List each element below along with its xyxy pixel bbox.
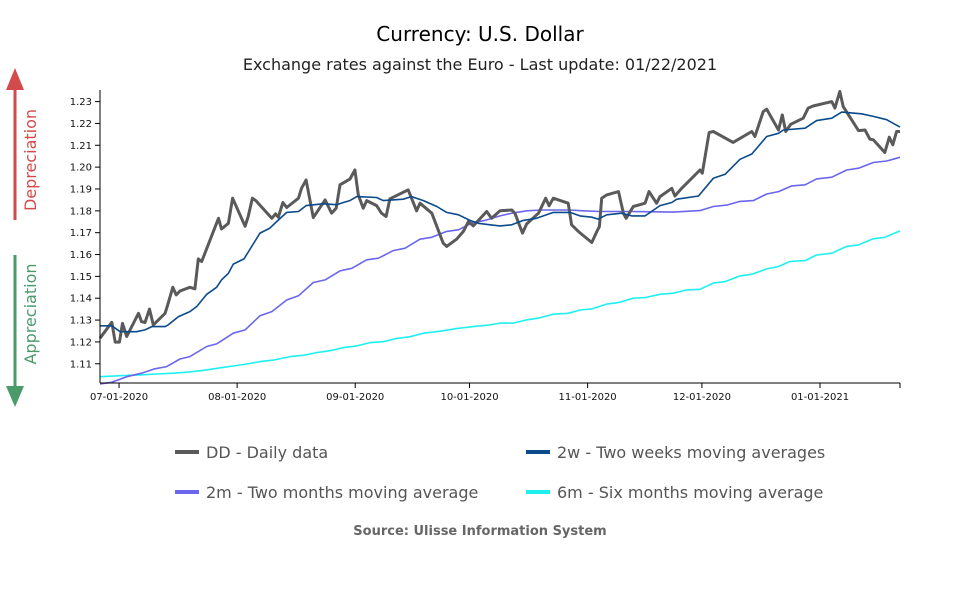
legend-item-2w[interactable]: 2w - Two weeks moving averages	[526, 443, 825, 462]
series-6m-line	[99, 230, 901, 378]
legend-item-2m[interactable]: 2m - Two months moving average	[175, 483, 478, 502]
series-2w-line	[100, 111, 901, 333]
series-2m-line	[99, 156, 901, 385]
y-tick-label: 1.18	[70, 206, 92, 217]
source-note: Source: Ulisse Information System	[353, 524, 606, 539]
y-tick-label: 1.20	[70, 163, 92, 174]
y-tick-label: 1.12	[70, 337, 92, 348]
y-tick-label: 1.23	[70, 97, 92, 108]
chart-subtitle: Exchange rates against the Euro - Last u…	[243, 55, 717, 74]
depreciation-indicator: Depreciation	[6, 68, 40, 220]
legend-label-6m: 6m - Six months moving average	[557, 483, 823, 502]
chart-title: Currency: U.S. Dollar	[376, 22, 584, 46]
appreciation-label: Appreciation	[21, 263, 40, 364]
appreciation-indicator: Appreciation	[6, 255, 40, 407]
x-tick-label: 11-01-2020	[559, 392, 617, 403]
y-tick-label: 1.22	[70, 119, 92, 130]
y-tick-label: 1.13	[70, 316, 92, 327]
x-tick-label: 08-01-2020	[208, 392, 266, 403]
x-tick-label: 01-01-2021	[791, 392, 849, 403]
y-tick-label: 1.21	[70, 141, 92, 152]
y-tick-label: 1.19	[70, 184, 92, 195]
legend-item-daily[interactable]: DD - Daily data	[175, 443, 328, 462]
y-tick-label: 1.16	[70, 250, 92, 261]
arrow-down-icon	[6, 386, 24, 407]
y-tick-label: 1.17	[70, 228, 92, 239]
series-daily-line	[98, 90, 900, 344]
series-layer	[98, 90, 901, 385]
legend-label-daily: DD - Daily data	[206, 443, 328, 462]
x-tick-label: 07-01-2020	[90, 392, 148, 403]
legend-label-2w: 2w - Two weeks moving averages	[557, 443, 825, 462]
y-tick-label: 1.11	[70, 359, 92, 370]
arrow-up-icon	[6, 68, 24, 90]
x-tick-label: 10-01-2020	[440, 392, 498, 403]
legend: DD - Daily data 2w - Two weeks moving av…	[175, 443, 825, 502]
x-tick-label: 12-01-2020	[673, 392, 731, 403]
legend-label-2m: 2m - Two months moving average	[206, 483, 478, 502]
y-tick-label: 1.15	[70, 272, 92, 283]
y-tick-label: 1.14	[70, 294, 92, 305]
x-tick-label: 09-01-2020	[326, 392, 384, 403]
depreciation-label: Depreciation	[21, 109, 40, 211]
axes: 1.11 1.12 1.13 1.14 1.15 1.16 1.17 1.18 1.19 1.20…	[70, 90, 901, 403]
legend-item-6m[interactable]: 6m - Six months moving average	[526, 483, 823, 502]
